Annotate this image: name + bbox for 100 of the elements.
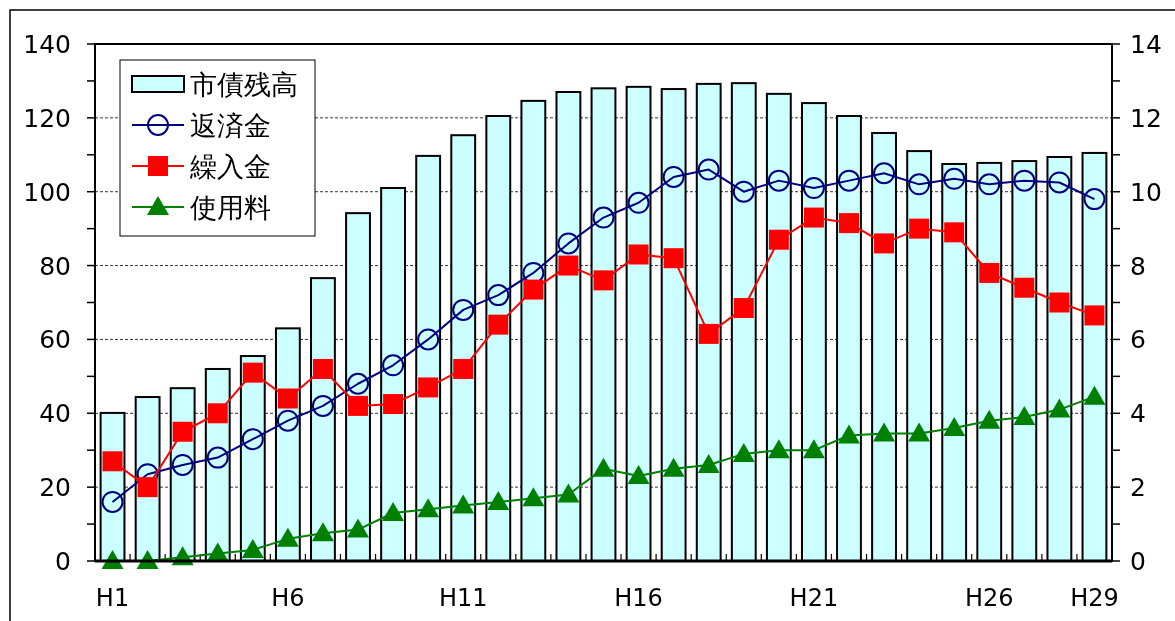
y-tick-label: 20 [39, 473, 71, 503]
point [171, 453, 194, 476]
point [628, 244, 649, 265]
point [909, 218, 930, 239]
point [276, 409, 299, 432]
point [908, 422, 931, 442]
point [101, 490, 124, 513]
point [979, 262, 1000, 283]
y2-tick-label: 6 [1130, 325, 1146, 355]
y-tick-label: 0 [55, 547, 71, 576]
point [802, 439, 825, 459]
y2-tick-label: 10 [1130, 177, 1162, 207]
point [662, 165, 685, 188]
point [206, 446, 229, 469]
point [311, 522, 334, 542]
legend-label: 繰入金 [189, 151, 271, 182]
x-tick-label: H11 [438, 584, 488, 612]
point [1084, 305, 1105, 326]
y2-tick-label: 4 [1130, 399, 1146, 429]
point [1048, 398, 1071, 418]
point [768, 229, 789, 250]
point [277, 388, 298, 409]
point [943, 417, 966, 437]
point [453, 358, 474, 379]
x-tick-label: H16 [614, 584, 663, 612]
point [452, 298, 475, 321]
x-tick-label: H1 [95, 584, 130, 612]
point [803, 207, 824, 228]
point [382, 354, 405, 377]
point [383, 394, 404, 415]
x-tick-label: H6 [271, 584, 305, 612]
legend-label: 使用料 [190, 192, 271, 223]
point [558, 255, 579, 276]
y-tick-label: 40 [39, 399, 71, 429]
y2-tick-label: 8 [1130, 251, 1146, 281]
point [593, 270, 614, 291]
point [978, 409, 1001, 429]
y-tick-label: 80 [39, 251, 71, 281]
point [557, 232, 580, 255]
point [874, 233, 895, 254]
point [311, 394, 334, 417]
point [767, 439, 790, 459]
point [241, 428, 264, 451]
point [348, 395, 369, 416]
point [137, 477, 158, 498]
y-tick-label: 140 [23, 30, 71, 59]
point [276, 527, 299, 547]
x-tick-label: H29 [1070, 584, 1119, 612]
point [978, 173, 1001, 196]
point [837, 424, 860, 444]
point [523, 279, 544, 300]
point [592, 206, 615, 229]
point [242, 362, 263, 383]
point [873, 422, 896, 442]
point [802, 177, 825, 200]
point [487, 284, 510, 307]
point [417, 498, 440, 518]
point [1049, 292, 1070, 313]
point [418, 377, 439, 398]
point [767, 169, 790, 192]
point [452, 494, 475, 514]
point [382, 501, 405, 521]
y2-tick-label: 0 [1130, 547, 1146, 576]
y2-tick-label: 14 [1130, 30, 1162, 59]
point [697, 158, 720, 181]
point [312, 358, 333, 379]
point [944, 222, 965, 243]
point [873, 162, 896, 185]
point [1013, 169, 1036, 192]
legend-label: 返済金 [190, 110, 271, 141]
point [837, 169, 860, 192]
point [1013, 405, 1036, 425]
point [1014, 277, 1035, 298]
point [838, 213, 859, 234]
point [417, 328, 440, 351]
point [663, 248, 684, 269]
point [662, 457, 685, 477]
point [207, 403, 228, 424]
point [1083, 385, 1106, 405]
point [697, 453, 720, 473]
point [1048, 171, 1071, 194]
point [172, 421, 193, 442]
point [698, 323, 719, 344]
point [627, 465, 650, 485]
point [627, 191, 650, 214]
y2-tick-label: 12 [1130, 103, 1162, 133]
point [347, 372, 370, 395]
y-tick-label: 60 [39, 325, 71, 355]
point [733, 298, 754, 319]
point [592, 457, 615, 477]
y-tick-label: 100 [23, 177, 71, 207]
point [908, 173, 931, 196]
point [557, 483, 580, 503]
point [943, 167, 966, 190]
point [347, 518, 370, 538]
point [487, 490, 510, 510]
point [522, 487, 545, 507]
point [488, 314, 509, 335]
y2-tick-label: 2 [1130, 473, 1146, 503]
x-tick-label: H21 [789, 584, 839, 612]
